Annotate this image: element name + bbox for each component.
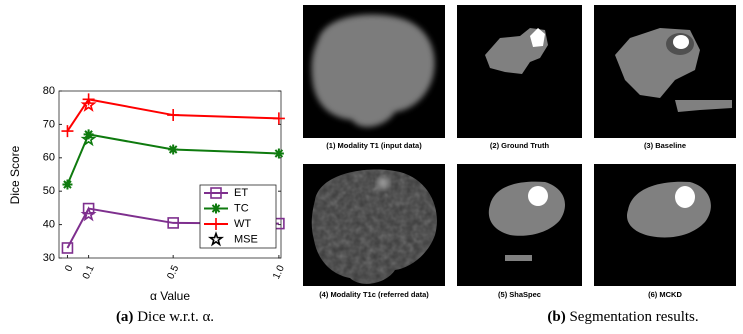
y-tick-label: 50 (43, 185, 55, 197)
legend-marker (211, 204, 221, 214)
x-axis-label: α Value (150, 289, 190, 303)
x-tick-label: 0.5 (165, 263, 181, 281)
y-tick-label: 70 (43, 118, 55, 130)
lesion (377, 177, 389, 189)
legend-label: WT (234, 218, 251, 230)
y-tick-label: 60 (43, 152, 55, 164)
y-axis-label: Dice Score (8, 145, 22, 204)
segment (505, 255, 532, 261)
caption-a: (a) Dice w.r.t. α. (116, 309, 214, 325)
legend-label: ET (234, 187, 248, 199)
segment (528, 186, 548, 206)
figure: (a) Dice w.r.t. α. Dice Score α Value (b… (0, 0, 743, 329)
caption-text: Segmentation results. (569, 309, 698, 325)
caption-b: (b) Segmentation results. (547, 309, 698, 325)
y-tick-label: 30 (43, 252, 55, 264)
legend-label: MSE (234, 233, 258, 245)
marker (168, 144, 178, 154)
image-label: (4) Modality T1c (referred data) (319, 290, 429, 299)
y-tick-label: 80 (43, 85, 55, 97)
x-tick-label: 0 (63, 263, 76, 273)
segment (673, 35, 689, 49)
caption-text: Dice w.r.t. α. (137, 309, 214, 325)
caption-tag: (b) (547, 309, 565, 325)
image-label: (3) Baseline (644, 141, 686, 150)
legend: ET TC WT MSE (200, 185, 276, 248)
image-label: (2) Ground Truth (490, 141, 550, 150)
legend-label: TC (234, 202, 249, 214)
image-label: (1) Modality T1 (input data) (326, 141, 422, 150)
image-label: (6) MCKD (648, 290, 682, 299)
x-tick-label: 0.1 (81, 263, 97, 281)
y-tick-label: 40 (43, 219, 55, 231)
marker (62, 180, 72, 190)
x-tick-label: 1.0 (271, 263, 287, 281)
image-label: (5) ShaSpec (498, 290, 541, 299)
segment (675, 186, 695, 208)
caption-tag: (a) (116, 309, 134, 325)
marker (274, 148, 284, 158)
